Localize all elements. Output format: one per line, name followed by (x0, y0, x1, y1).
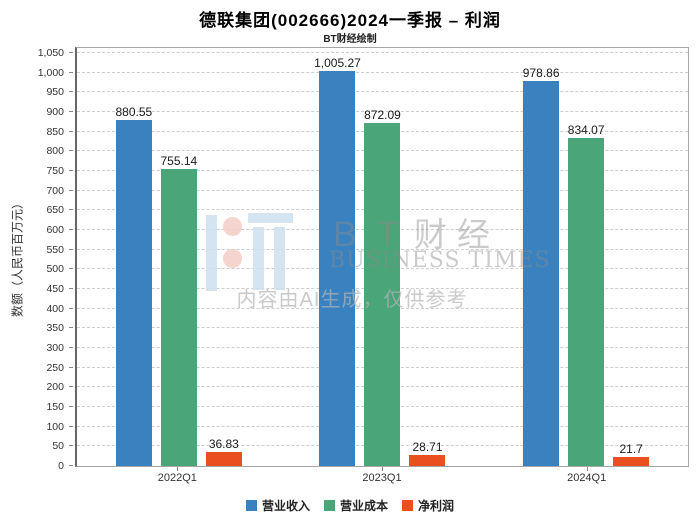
y-tick-label: 400 (46, 302, 64, 315)
y-tick-mark (69, 71, 73, 73)
y-tick-mark (69, 111, 73, 112)
y-tick-mark (69, 386, 73, 388)
y-tick-label: 700 (46, 184, 64, 197)
y-tick-label: 1,000 (37, 66, 64, 79)
y-tick-mark (69, 52, 73, 53)
x-tick-label-2023Q1: 2023Q1 (362, 472, 402, 484)
y-axis-tick-labels: 0 50 100 150 200 250 300 350 400 450 500 550 600 650 7… (0, 47, 73, 472)
net-profit-bar-2022Q1: 36.83 (205, 437, 242, 466)
y-tick-mark (69, 130, 73, 132)
bar-value-label: 880.55 (115, 104, 153, 119)
legend-label: 营业收入 (261, 499, 310, 513)
y-tick-label: 650 (46, 204, 64, 217)
bar-value-label: 978.86 (522, 65, 560, 80)
y-tick-label: 100 (46, 420, 64, 433)
revenue-bar-2024Q1: 978.86 (523, 66, 560, 466)
chart-subtitle: BT财经绘制 (323, 34, 377, 45)
net-profit-bar-2024Q1: 21.7 (613, 442, 650, 466)
net-profit-bar-2023Q1: 28.71 (409, 440, 446, 466)
y-tick-label: 750 (46, 165, 64, 177)
y-tick-mark (69, 170, 73, 171)
y-tick-label: 0 (58, 460, 64, 472)
x-axis-tick-labels: 2022Q1 2023Q1 2024Q1 (75, 467, 689, 487)
y-tick-label: 1,050 (37, 47, 64, 59)
bar-value-label: 21.7 (619, 442, 643, 457)
gridline (77, 91, 688, 93)
y-tick-label: 850 (46, 125, 64, 138)
plot-area: 880.55 755.14 36.83 1,005.27 872.09 28.71 978.… (75, 47, 689, 467)
bar-group-2024Q1: 978.86 834.07 21.7 (484, 48, 688, 466)
bar-value-label: 834.07 (567, 122, 605, 137)
y-tick-mark (69, 366, 73, 368)
y-tick-label: 500 (46, 263, 64, 276)
gridline (77, 71, 688, 73)
y-tick-mark (69, 465, 73, 466)
y-tick-label: 50 (52, 440, 64, 453)
y-tick-mark (69, 189, 73, 191)
y-tick-mark (69, 209, 73, 211)
legend-swatch-net-profit (402, 500, 413, 511)
cost-bar-2022Q1: 755.14 (160, 154, 197, 466)
bars-layer: 880.55 755.14 36.83 1,005.27 872.09 28.71 978.… (77, 48, 688, 466)
y-tick-mark (69, 288, 73, 289)
y-tick-label: 800 (46, 145, 64, 158)
y-tick-label: 150 (46, 401, 64, 413)
y-tick-label: 900 (46, 106, 64, 118)
y-tick-label: 950 (46, 86, 64, 99)
y-tick-mark (69, 425, 73, 427)
y-tick-mark (69, 327, 73, 329)
x-tick-mark (177, 467, 179, 471)
x-tick-mark (382, 467, 383, 471)
y-tick-label: 250 (46, 361, 64, 374)
bar-value-label: 28.71 (412, 439, 443, 454)
y-tick-mark (69, 91, 73, 93)
legend-item-net-profit: 净利润 (402, 497, 454, 514)
y-tick-mark (69, 229, 73, 230)
x-tick-mark (586, 467, 588, 471)
y-tick-label: 600 (46, 224, 64, 236)
y-tick-mark (69, 347, 73, 348)
revenue-bar-2022Q1: 880.55 (115, 105, 152, 466)
x-tick-label-2022Q1: 2022Q1 (157, 472, 197, 484)
bar-value-label: 1,005.27 (314, 55, 361, 70)
x-tick-label-2024Q1: 2024Q1 (567, 472, 607, 484)
bar-value-label: 755.14 (160, 153, 198, 168)
y-tick-label: 350 (46, 322, 64, 335)
legend-item-revenue: 营业收入 (245, 497, 310, 514)
legend-label: 营业成本 (339, 499, 388, 513)
y-tick-label: 450 (46, 283, 64, 295)
cost-bar-2023Q1: 872.09 (364, 108, 401, 466)
y-tick-label: 300 (46, 342, 64, 354)
y-tick-mark (69, 150, 73, 152)
cost-bar-2024Q1: 834.07 (568, 123, 605, 466)
legend: 营业收入 营业成本 净利润 (0, 497, 700, 514)
bar-group-2022Q1: 880.55 755.14 36.83 (77, 48, 281, 466)
y-tick-mark (69, 268, 73, 270)
bar-value-label: 36.83 (208, 436, 239, 451)
gridline (77, 111, 688, 112)
bar-value-label: 872.09 (364, 107, 401, 122)
y-tick-mark (69, 307, 73, 309)
y-tick-label: 200 (46, 381, 64, 394)
legend-swatch-revenue (245, 500, 257, 511)
y-tick-mark (69, 248, 73, 250)
legend-item-cost: 营业成本 (323, 497, 388, 514)
y-tick-mark (69, 406, 73, 407)
legend-swatch-cost (323, 500, 335, 511)
revenue-bar-2023Q1: 1,005.27 (314, 56, 361, 466)
chart-title: 德联集团(002666)2024一季报 – 利润 (199, 11, 501, 30)
bar-group-2023Q1: 1,005.27 872.09 28.71 (281, 48, 485, 466)
gridline (77, 52, 688, 53)
legend-label: 净利润 (418, 499, 455, 513)
y-tick-mark (69, 445, 73, 447)
y-tick-label: 550 (46, 243, 64, 256)
